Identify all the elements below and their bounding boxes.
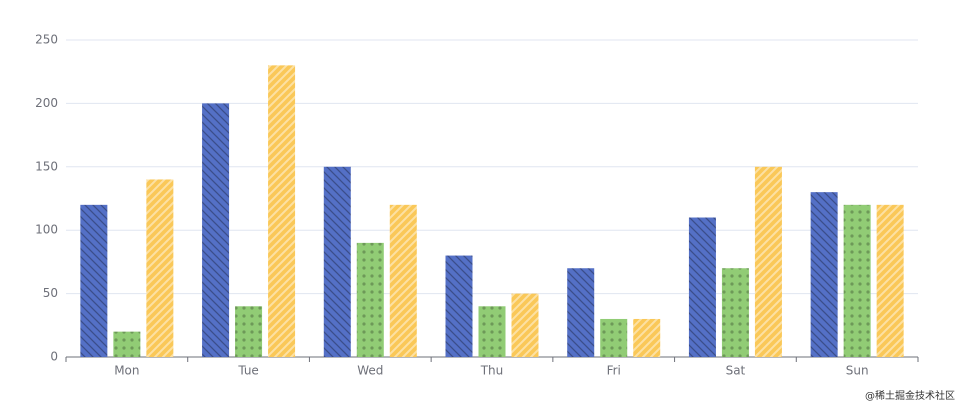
bar (843, 204, 871, 357)
bar (600, 318, 628, 357)
bar (445, 255, 473, 357)
bar (389, 204, 417, 357)
x-tick-label: Sat (726, 364, 746, 378)
bar (478, 306, 506, 357)
y-tick-label: 150 (35, 159, 58, 173)
y-tick-label: 100 (35, 223, 58, 237)
x-tick-label: Thu (480, 364, 504, 378)
bar (113, 331, 141, 357)
bar (356, 242, 384, 357)
y-tick-label: 0 (50, 350, 58, 364)
x-tick-label: Wed (357, 364, 383, 378)
bar (688, 217, 716, 357)
bar (235, 306, 263, 357)
y-tick-label: 200 (35, 96, 58, 110)
bar (511, 293, 539, 357)
y-tick-label: 250 (35, 33, 58, 47)
y-tick-label: 50 (43, 286, 58, 300)
bar (202, 103, 230, 358)
x-tick-label: Fri (607, 364, 621, 378)
x-tick-label: Tue (237, 364, 259, 378)
bar (80, 204, 108, 357)
bar (754, 166, 782, 357)
x-tick-label: Mon (114, 364, 139, 378)
bar (323, 166, 351, 357)
bar (146, 179, 174, 357)
bar (721, 268, 749, 357)
bar (810, 192, 838, 357)
bar (876, 204, 904, 357)
watermark: @稀土掘金技术社区 (865, 389, 955, 402)
bar (567, 268, 595, 357)
bar (268, 65, 296, 358)
bar (633, 318, 661, 357)
x-tick-label: Sun (846, 364, 869, 378)
